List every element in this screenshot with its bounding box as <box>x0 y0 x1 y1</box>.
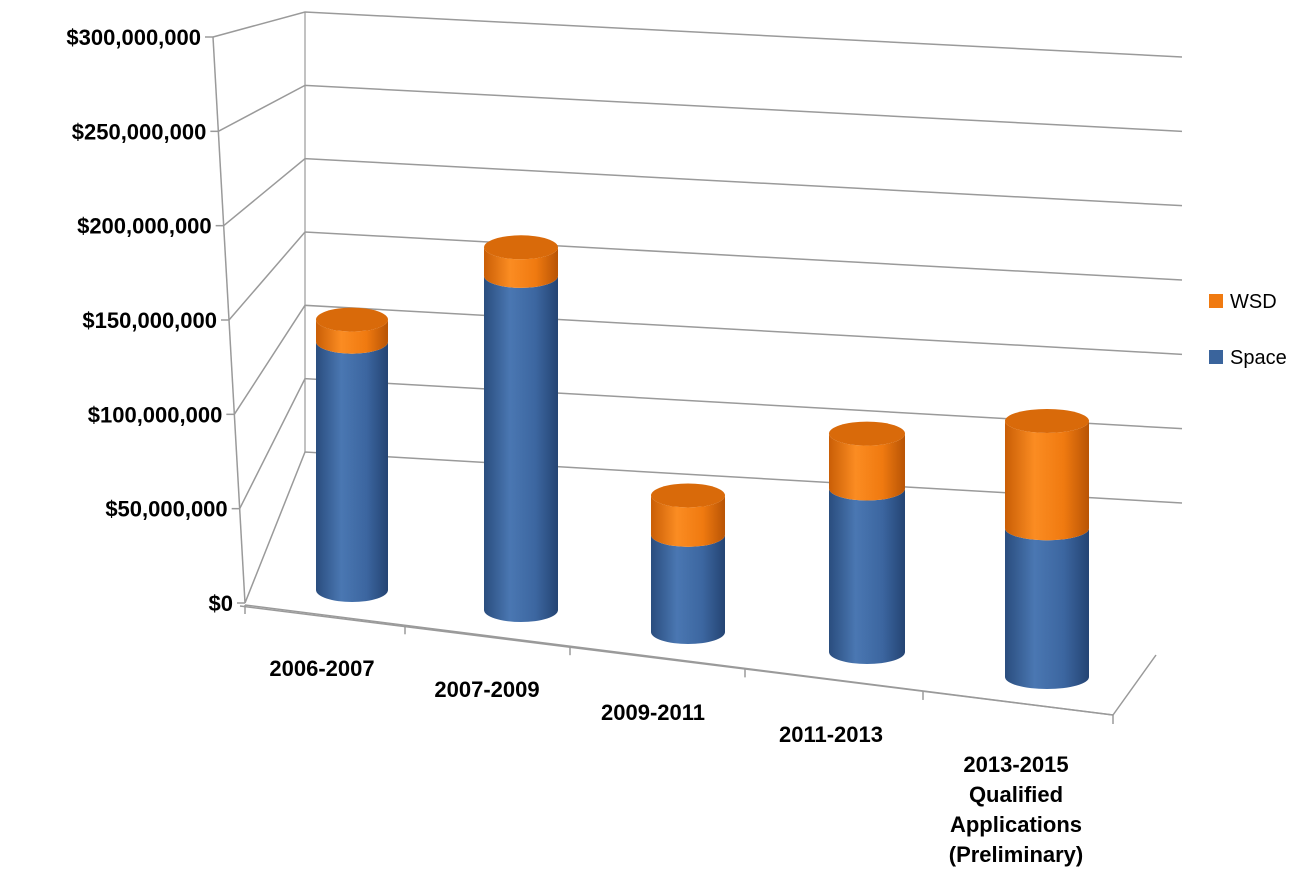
gridline <box>217 84 1183 133</box>
space-cylinder <box>829 488 905 664</box>
cylinder-top-cap <box>829 421 905 446</box>
gridlines <box>205 11 1183 604</box>
legend-swatch-space <box>1209 350 1223 364</box>
y-axis-tick-labels: $0 $50,000,000 $100,000,000 $150,000,000 $20… <box>66 25 233 616</box>
legend: WSD Space <box>1209 291 1287 369</box>
bars <box>316 235 1089 689</box>
wsd-cylinder <box>1005 420 1089 541</box>
gridline <box>223 157 1183 227</box>
y-tick-label: $0 <box>209 591 233 616</box>
space-cylinder <box>1005 528 1089 689</box>
space-cylinder <box>316 341 388 602</box>
category-label: 2009-2011 <box>601 700 705 725</box>
cylinder-top-cap <box>316 307 388 332</box>
wsd-cylinder <box>829 433 905 501</box>
cylinder-top-cap <box>484 235 558 260</box>
wsd-cylinder <box>484 247 558 288</box>
legend-swatch-wsd <box>1209 294 1223 308</box>
category-label: 2013-2015 Qualified Applications (Prelimina… <box>949 752 1084 867</box>
y-tick-label: $100,000,000 <box>88 402 223 427</box>
x-axis <box>244 604 1114 724</box>
y-tick-label: $150,000,000 <box>82 308 217 333</box>
legend-label-space: Space <box>1230 347 1287 369</box>
gridline <box>233 304 1183 415</box>
wsd-cylinder <box>316 319 388 354</box>
x-axis-line <box>244 604 1114 716</box>
y-tick-label: $50,000,000 <box>105 497 227 522</box>
wsd-cylinder <box>651 495 725 547</box>
cylinder-top-cap <box>1005 408 1089 433</box>
y-tick-label: $300,000,000 <box>66 25 201 50</box>
cylinder-top-cap <box>651 483 725 508</box>
category-label: 2007-2009 <box>434 677 539 702</box>
y-tick-label: $250,000,000 <box>72 119 207 144</box>
category-label: 2006-2007 <box>269 656 374 681</box>
space-cylinder <box>651 534 725 644</box>
space-cylinder <box>484 275 558 622</box>
gridline <box>212 11 1183 58</box>
category-label: 2011-2013 <box>779 722 883 747</box>
y-tick-label: $200,000,000 <box>77 214 212 239</box>
x-axis-category-labels: 2006-2007 2007-2009 2009-2011 2011-2013 2013… <box>269 656 1083 867</box>
gridline <box>238 377 1183 510</box>
legend-label-wsd: WSD <box>1230 291 1277 313</box>
gridline <box>228 231 1183 321</box>
